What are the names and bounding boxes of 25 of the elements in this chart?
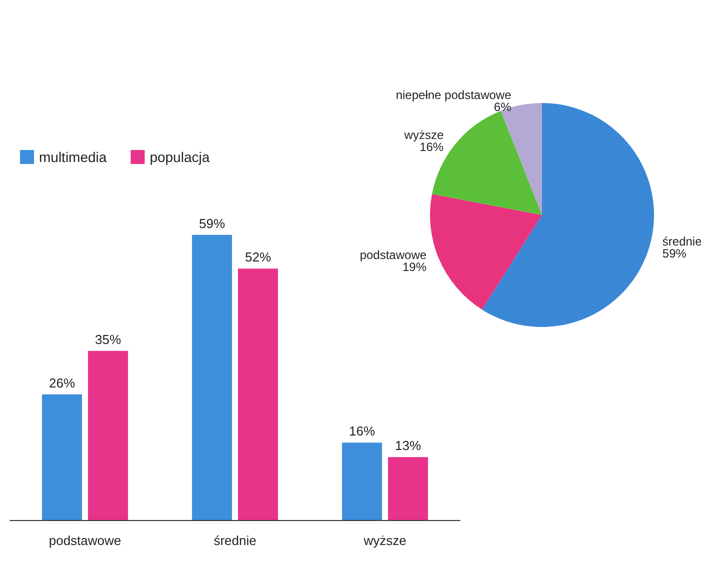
data-label: 16% [348, 424, 376, 439]
data-label: 19% [402, 260, 427, 274]
slice-label: podstawowe [360, 248, 427, 262]
data-label: 59% [198, 216, 226, 231]
data-label: 52% [244, 250, 272, 265]
bar [388, 457, 428, 520]
legend-label: populacja [150, 149, 210, 165]
x-tick-label: średnie [214, 533, 256, 548]
data-label: 59% [662, 246, 687, 260]
bar [88, 350, 128, 520]
data-label: 26% [48, 375, 76, 390]
legend-label: multimedia [39, 149, 107, 165]
bar [342, 442, 382, 520]
x-tick-label: podstawowe [48, 533, 122, 548]
bar [42, 394, 82, 520]
data-label: 6% [494, 100, 512, 114]
bar [238, 268, 278, 520]
data-label: 13% [394, 438, 422, 454]
data-label: 16% [420, 140, 444, 154]
data-label: 35% [94, 332, 122, 347]
x-tick-label: wyższe [362, 533, 406, 548]
slice-label: wyższe [403, 128, 444, 142]
slice-label: średnie [662, 234, 701, 248]
slice-label: niepełne podstawowe [396, 88, 512, 102]
bar [192, 234, 232, 520]
